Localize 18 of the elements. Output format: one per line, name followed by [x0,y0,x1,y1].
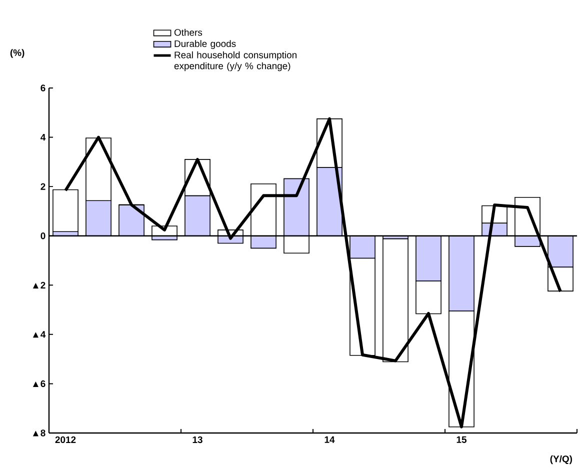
y-axis-title: (%) [10,49,24,58]
x-axis-title: (Y/Q) [550,455,572,464]
legend-label: Others [174,28,202,36]
x-tick-label: 15 [456,436,467,443]
y-tick-label: ▲2 [32,282,46,288]
y-tick-label: 0 [40,232,46,240]
x-tick-label: 13 [192,436,202,444]
bar [382,238,408,362]
y-tick-label: 2 [40,183,46,190]
y-tick-label: 4 [40,134,46,141]
legend-label: Real household consumption expenditure (y/y % change) [174,51,296,72]
legend-label: Durable goods [174,40,236,49]
y-tick-label: ▲6 [32,380,46,388]
y-tick-label: ▲8 [32,430,46,436]
x-tick-label: 14 [324,436,335,443]
y-tick-label: ▲4 [32,331,46,338]
y-tick-label: 6 [40,84,46,92]
x-tick-label: 2012 [55,436,76,444]
